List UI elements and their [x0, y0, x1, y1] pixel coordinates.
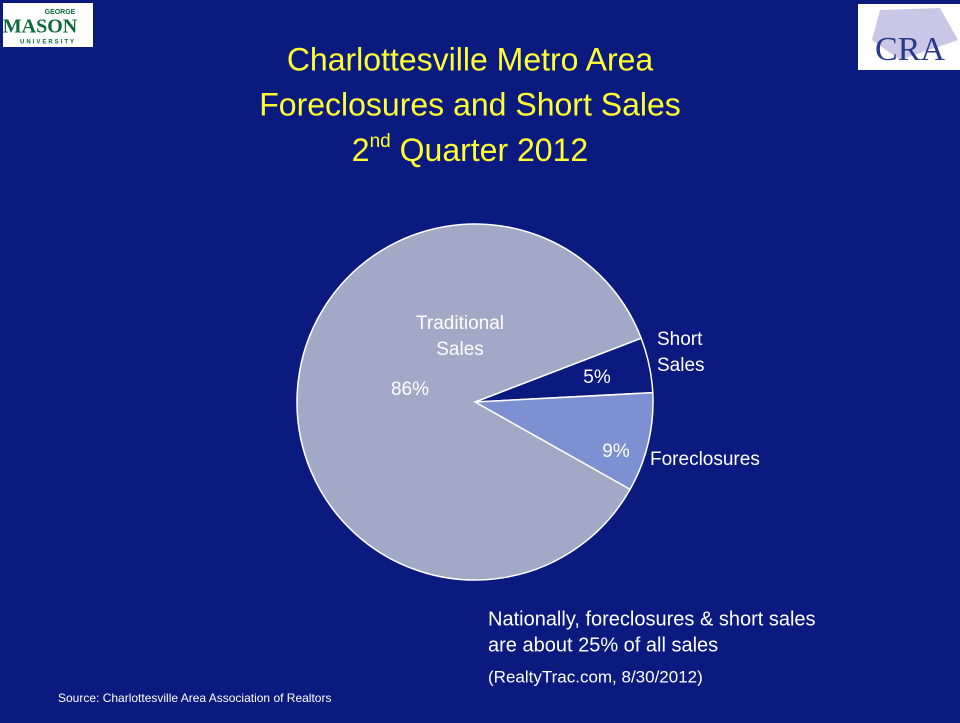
- value-label: 86%: [391, 379, 429, 400]
- subtitle-part: 2: [352, 132, 370, 168]
- category-label: Traditional Sales: [416, 313, 504, 360]
- logo-text: MASON: [3, 16, 78, 38]
- logo-text: UNIVERSITY: [20, 40, 76, 46]
- annotation: Nationally, foreclosures & short sales: [488, 608, 816, 630]
- title: Charlottesville Metro Area: [287, 41, 654, 77]
- category-label-line: Foreclosures: [650, 449, 760, 470]
- category-label-line: Short: [657, 329, 703, 350]
- value-label: 9%: [602, 441, 630, 462]
- cra-logo-shape: [872, 8, 958, 60]
- pie-slice: [296, 223, 643, 581]
- logo-text: CRA: [875, 31, 945, 68]
- category-label: Foreclosures: [650, 449, 760, 470]
- mason-logo-box: [3, 3, 93, 47]
- title: Foreclosures and Short Sales: [259, 86, 681, 122]
- category-label: Short Sales: [657, 329, 705, 376]
- subtitle: 2nd Quarter 2012: [352, 131, 588, 168]
- annotation: are about 25% of all sales: [488, 634, 718, 656]
- logo-text: GEORGE: [45, 9, 76, 16]
- pie-slice: [472, 391, 654, 491]
- subtitle-part: Quarter 2012: [391, 132, 588, 168]
- category-label-line: Traditional: [416, 313, 504, 334]
- subtitle-part: nd: [370, 131, 391, 152]
- value-label: 5%: [583, 367, 611, 388]
- pie: [296, 223, 654, 581]
- citation: (RealtyTrac.com, 8/30/2012): [488, 667, 703, 686]
- category-label-line: Sales: [657, 355, 705, 376]
- category-label-line: Sales: [436, 339, 484, 360]
- source: Source: Charlottesville Area Association…: [58, 691, 331, 705]
